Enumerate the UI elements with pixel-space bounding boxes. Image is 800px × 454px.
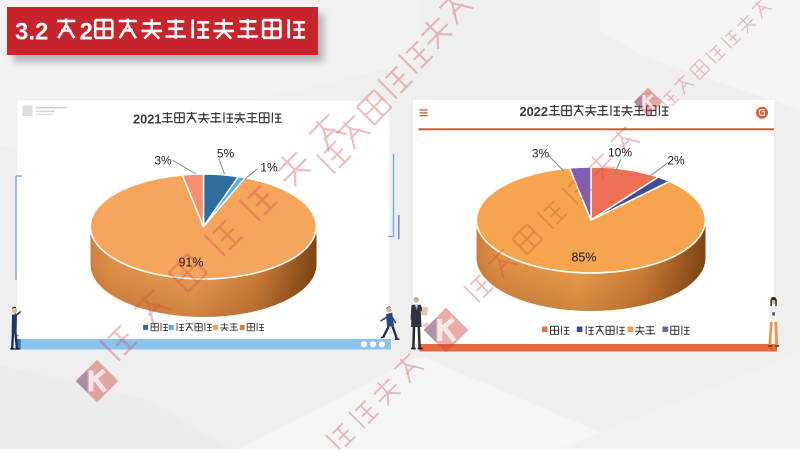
svg-text:2021: 2021 [133, 111, 161, 126]
svg-text:85%: 85% [571, 251, 596, 265]
svg-text:91%: 91% [178, 256, 203, 270]
svg-text:2%: 2% [667, 154, 685, 168]
svg-text:2: 2 [80, 19, 93, 46]
svg-text:2022: 2022 [520, 104, 548, 119]
svg-text:10%: 10% [608, 146, 632, 160]
svg-text:3%: 3% [154, 154, 172, 168]
svg-text:1%: 1% [260, 161, 278, 175]
svg-text:5%: 5% [217, 147, 235, 161]
svg-text:3%: 3% [532, 147, 550, 161]
svg-text:3.2: 3.2 [15, 19, 48, 46]
